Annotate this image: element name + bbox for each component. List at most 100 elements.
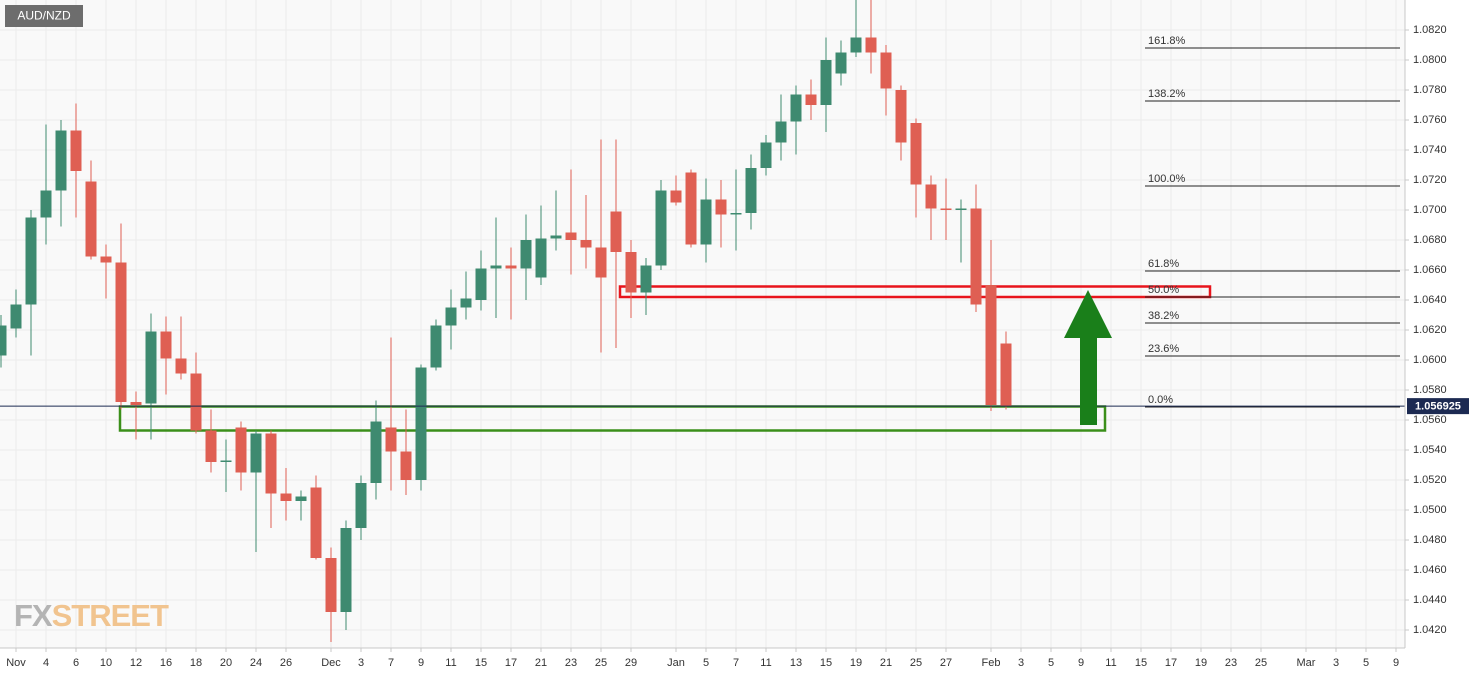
y-tick-label: 1.0560	[1413, 414, 1447, 426]
candle-body	[880, 52, 892, 89]
y-tick-label: 1.0640	[1413, 294, 1447, 306]
candle-body	[685, 172, 697, 245]
x-tick-label: Mar	[1297, 657, 1316, 669]
x-tick-label: 27	[940, 657, 952, 669]
x-tick-label: 23	[1225, 657, 1237, 669]
up-arrow	[1064, 290, 1112, 425]
x-tick-label: 19	[850, 657, 862, 669]
candle-body	[535, 238, 547, 278]
candle-body	[505, 265, 517, 269]
candle-body	[445, 307, 457, 326]
x-tick-label: 16	[160, 657, 172, 669]
x-tick-label: 11	[445, 657, 456, 669]
candle-body	[610, 211, 622, 252]
candle-body	[280, 493, 292, 501]
x-tick-label: 15	[475, 657, 487, 669]
x-tick-label: 4	[43, 657, 49, 669]
zone	[618, 285, 1212, 299]
candle-body	[1000, 343, 1012, 407]
candle-body	[415, 367, 427, 480]
candle-body	[655, 190, 667, 266]
x-tick-label: 13	[790, 657, 802, 669]
y-tick-label: 1.0420	[1413, 624, 1447, 636]
x-tick-label: 25	[1255, 657, 1267, 669]
x-tick-label: 11	[1105, 657, 1116, 669]
candle-body	[265, 433, 277, 494]
y-tick-label: 1.0580	[1413, 384, 1447, 396]
symbol-badge	[5, 5, 83, 27]
x-tick-label: 3	[1018, 657, 1024, 669]
y-tick-label: 1.0660	[1413, 264, 1447, 276]
x-tick-label: 18	[190, 657, 202, 669]
current-price-label: 1.056925	[1415, 401, 1461, 413]
candle-body	[340, 528, 352, 612]
candle-body	[865, 37, 877, 53]
x-tick-label: 10	[100, 657, 112, 669]
watermark: FXSTREET	[14, 598, 169, 633]
x-tick-label: 5	[703, 657, 709, 669]
candle-body	[985, 285, 997, 405]
y-tick-label: 1.0780	[1413, 84, 1447, 96]
candle-body	[580, 240, 592, 248]
y-tick-label: 1.0800	[1413, 54, 1447, 66]
candle-body	[100, 256, 112, 263]
fib-label: 100.0%	[1148, 173, 1186, 185]
candle-body	[940, 208, 952, 210]
candle-body	[55, 130, 67, 191]
x-tick-label: 17	[1165, 657, 1177, 669]
x-tick-label: 15	[820, 657, 832, 669]
fib-label: 61.8%	[1148, 258, 1179, 270]
candle-body	[430, 325, 442, 368]
candle-body	[625, 252, 637, 293]
candle-body	[85, 181, 97, 257]
y-tick-label: 1.0740	[1413, 144, 1447, 156]
candle-body	[490, 265, 502, 269]
plot-background	[0, 0, 1405, 648]
x-tick-label: 3	[358, 657, 364, 669]
candle-body	[745, 168, 757, 213]
candle-body	[775, 121, 787, 143]
candle-body	[400, 451, 412, 480]
y-tick-label: 1.0820	[1413, 24, 1447, 36]
candle-body	[70, 130, 82, 171]
candle-body	[460, 298, 472, 308]
candle-body	[670, 190, 682, 203]
watermark-fx: FX	[14, 598, 53, 633]
x-tick-label: 9	[1078, 657, 1084, 669]
candle-body	[970, 208, 982, 305]
candle-body	[595, 247, 607, 278]
x-tick-label: 19	[1195, 657, 1207, 669]
candles	[0, 0, 1012, 642]
x-tick-label: 11	[760, 657, 771, 669]
watermark-street: STREET	[52, 598, 169, 633]
x-tick-label: 21	[880, 657, 892, 669]
x-tick-label: 5	[1048, 657, 1054, 669]
candle-body	[235, 427, 247, 473]
x-tick-label: Jan	[667, 657, 685, 669]
x-tick-label: Dec	[321, 657, 341, 669]
y-tick-label: 1.0500	[1413, 504, 1447, 516]
overlay: 161.8% 138.2% 100.0% 61.8% 50.0% 38.2% 23.6% 0.…	[0, 35, 1405, 408]
fib-label: 0.0%	[1148, 394, 1173, 406]
y-tick-label: 1.0460	[1413, 564, 1447, 576]
candle-body	[835, 52, 847, 74]
candle-body	[295, 496, 307, 501]
candle-body	[250, 433, 262, 473]
candle-body	[760, 142, 772, 168]
candle-body	[475, 268, 487, 300]
candle-body	[190, 373, 202, 431]
candle-body	[130, 402, 142, 405]
candle-body	[175, 358, 187, 374]
candle-body	[850, 37, 862, 53]
candle-body	[640, 265, 652, 293]
candle-body	[145, 331, 157, 404]
y-tick-label: 1.0700	[1413, 204, 1447, 216]
fib-label: 50.0%	[1148, 284, 1179, 296]
y-tick-label: 1.0520	[1413, 474, 1447, 486]
x-tick-label: 12	[130, 657, 142, 669]
current-price-box	[1407, 398, 1469, 415]
x-tick-label: 20	[220, 657, 232, 669]
x-tick-label: 6	[73, 657, 79, 669]
x-tick-label: 5	[1363, 657, 1369, 669]
fib-label: 23.6%	[1148, 343, 1179, 355]
